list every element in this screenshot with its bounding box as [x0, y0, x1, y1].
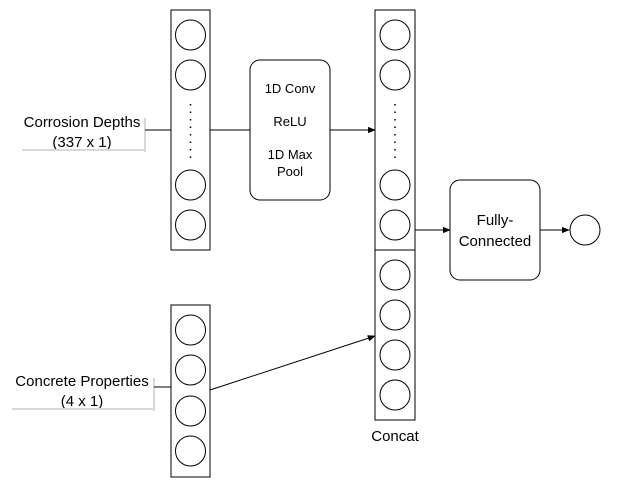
- relu-label: ReLU: [273, 114, 306, 129]
- neuron: [379, 339, 411, 371]
- neuron: [379, 209, 411, 241]
- neuron: [379, 259, 411, 291]
- neuron: [379, 299, 411, 331]
- corrosion-depths-label: Corrosion Depths: [24, 114, 141, 131]
- concrete-properties-label: Concrete Properties: [15, 373, 148, 390]
- fully-connected-block: Fully- Connected: [449, 179, 541, 281]
- fc-label-line1: Fully-: [477, 212, 514, 229]
- neuron: [175, 169, 206, 201]
- neuron: [379, 59, 411, 91]
- output-neuron: [569, 214, 601, 246]
- corrosion-neuron-column: [170, 9, 211, 251]
- corrosion-depths-shape: (337 x 1): [52, 134, 111, 151]
- maxpool-label-line1: 1D Max: [268, 147, 313, 162]
- corrosion-depths-input: Corrosion Depths (337 x 1): [22, 114, 146, 152]
- neuron: [175, 435, 206, 467]
- concrete-neuron-column: [170, 304, 211, 478]
- concat-label: Concat: [371, 428, 419, 445]
- conv-label: 1D Conv: [265, 81, 316, 96]
- concrete-properties-shape: (4 x 1): [61, 393, 104, 410]
- neuron: [175, 395, 206, 427]
- neuron: [175, 209, 206, 241]
- neuron: [175, 19, 206, 51]
- maxpool-label-line2: Pool: [277, 164, 303, 179]
- conv-block: 1D Conv ReLU 1D Max Pool: [249, 59, 331, 201]
- neuron: [379, 169, 411, 201]
- concrete-properties-input: Concrete Properties (4 x 1): [12, 373, 155, 411]
- neuron: [175, 354, 206, 386]
- fc-label-line2: Connected: [459, 233, 532, 250]
- neuron: [379, 19, 411, 51]
- neuron: [379, 379, 411, 411]
- concrete-to-concat-arrow: [209, 335, 376, 391]
- neuron: [175, 314, 206, 346]
- neuron: [175, 59, 206, 91]
- concat-column: [374, 9, 416, 421]
